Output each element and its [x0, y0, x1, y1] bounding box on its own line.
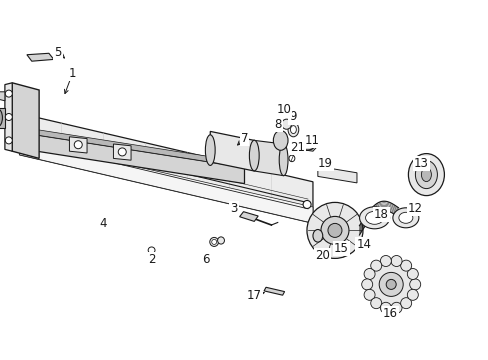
Ellipse shape: [148, 247, 155, 253]
Text: 5: 5: [54, 46, 61, 59]
Ellipse shape: [211, 239, 216, 244]
Circle shape: [390, 256, 401, 266]
Circle shape: [370, 260, 381, 271]
Ellipse shape: [312, 230, 322, 242]
Circle shape: [361, 279, 372, 290]
Polygon shape: [0, 108, 5, 128]
Circle shape: [378, 273, 403, 296]
Text: 7: 7: [240, 132, 248, 145]
Polygon shape: [264, 287, 284, 295]
Polygon shape: [0, 92, 5, 101]
Polygon shape: [210, 131, 254, 171]
Polygon shape: [317, 166, 356, 183]
Ellipse shape: [205, 135, 215, 165]
Circle shape: [400, 260, 411, 271]
Circle shape: [364, 269, 374, 279]
Circle shape: [303, 201, 310, 208]
Ellipse shape: [209, 238, 218, 246]
Text: 1: 1: [68, 67, 76, 80]
Ellipse shape: [281, 119, 291, 129]
Ellipse shape: [288, 155, 294, 162]
Polygon shape: [27, 53, 54, 61]
Polygon shape: [254, 140, 283, 176]
Text: 21: 21: [289, 141, 304, 154]
Circle shape: [368, 262, 412, 306]
Circle shape: [407, 289, 417, 300]
Text: 9: 9: [289, 111, 297, 123]
Text: 8: 8: [273, 118, 281, 131]
Circle shape: [5, 90, 12, 97]
Polygon shape: [300, 144, 317, 151]
Ellipse shape: [273, 130, 287, 150]
Polygon shape: [113, 144, 131, 160]
Circle shape: [320, 216, 348, 244]
Polygon shape: [5, 83, 12, 151]
Circle shape: [23, 133, 31, 141]
Circle shape: [364, 289, 374, 300]
Ellipse shape: [287, 122, 298, 137]
Ellipse shape: [279, 144, 287, 176]
Text: 4: 4: [99, 217, 106, 230]
Text: 13: 13: [413, 157, 428, 170]
Polygon shape: [37, 135, 244, 184]
Circle shape: [386, 279, 395, 289]
Text: 15: 15: [333, 242, 348, 255]
Ellipse shape: [359, 207, 389, 229]
Ellipse shape: [217, 237, 224, 244]
Ellipse shape: [365, 211, 383, 224]
Ellipse shape: [407, 154, 444, 195]
Circle shape: [118, 148, 126, 156]
Circle shape: [407, 269, 417, 279]
Ellipse shape: [421, 168, 430, 181]
Text: 3: 3: [229, 202, 237, 215]
Ellipse shape: [398, 212, 412, 223]
Text: 11: 11: [304, 134, 319, 147]
Circle shape: [5, 113, 12, 121]
Polygon shape: [12, 83, 39, 158]
Text: 20: 20: [315, 249, 329, 262]
Ellipse shape: [249, 140, 259, 171]
Circle shape: [400, 298, 411, 309]
Circle shape: [380, 256, 390, 266]
Ellipse shape: [290, 126, 296, 134]
Circle shape: [380, 302, 390, 313]
Polygon shape: [69, 137, 87, 153]
Text: 18: 18: [373, 208, 388, 221]
Polygon shape: [37, 130, 244, 167]
Circle shape: [306, 202, 362, 258]
Text: 17: 17: [246, 289, 261, 302]
Circle shape: [327, 224, 341, 237]
Polygon shape: [20, 113, 312, 223]
Circle shape: [5, 137, 12, 144]
Circle shape: [370, 298, 381, 309]
Text: 19: 19: [317, 157, 332, 170]
Text: 2: 2: [147, 253, 155, 266]
Circle shape: [390, 302, 401, 313]
Text: 12: 12: [407, 202, 422, 215]
Polygon shape: [239, 212, 258, 221]
Circle shape: [74, 141, 82, 149]
Circle shape: [409, 279, 420, 290]
Text: 10: 10: [276, 103, 290, 116]
Text: 16: 16: [382, 307, 397, 320]
Ellipse shape: [0, 109, 2, 127]
Ellipse shape: [415, 161, 436, 189]
Polygon shape: [20, 140, 312, 223]
Text: 6: 6: [201, 253, 209, 266]
Text: 14: 14: [356, 238, 370, 251]
Ellipse shape: [392, 208, 418, 228]
